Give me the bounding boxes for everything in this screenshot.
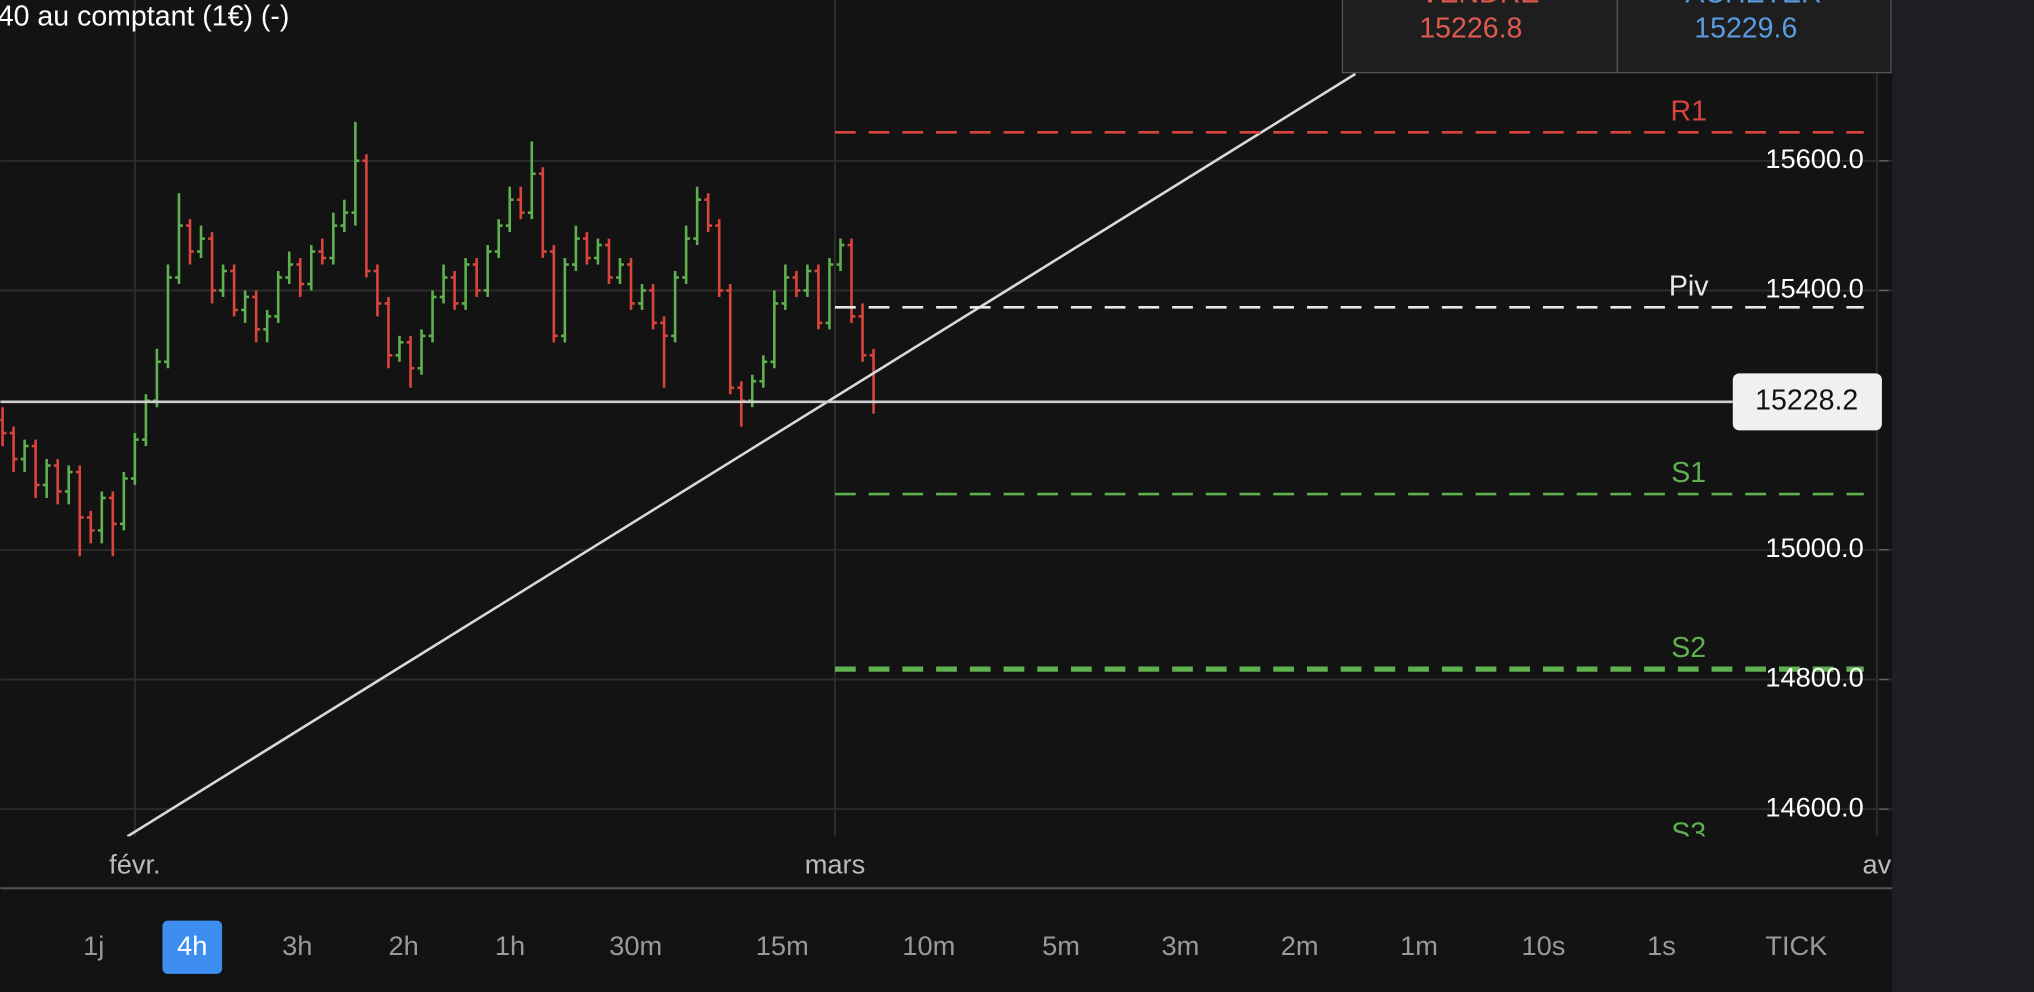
sell-price: 15226.8 bbox=[1419, 12, 1522, 44]
timeframe-button[interactable]: 3m bbox=[1161, 930, 1199, 961]
timeframe-button[interactable]: 2m bbox=[1281, 930, 1319, 961]
timeframe-button[interactable]: 1h bbox=[495, 930, 525, 961]
y-tick-label: 14800.0 bbox=[1765, 662, 1863, 693]
grid bbox=[0, 0, 1893, 837]
plot: R1 Piv S1 S2 S3 bbox=[0, 72, 1864, 850]
x-tick-label: av bbox=[1862, 848, 1891, 879]
timeframe-button[interactable]: 3h bbox=[282, 930, 312, 961]
timeframe-button[interactable]: 2h bbox=[389, 930, 419, 961]
timeframe-button[interactable]: 1j bbox=[83, 930, 104, 961]
buy-box[interactable] bbox=[1616, 0, 1892, 74]
timeframe-button[interactable]: 30m bbox=[609, 930, 662, 961]
side-panel bbox=[1892, 0, 2034, 992]
pivot-label: R1 bbox=[1670, 95, 1706, 127]
pivot-label: S3 bbox=[1671, 818, 1706, 850]
buy-label: ACHETER bbox=[1685, 0, 1821, 9]
pivot-label: S2 bbox=[1671, 632, 1706, 664]
x-tick-label: mars bbox=[805, 848, 866, 879]
timeframe-bar: 1j 4h 3h 2h 1h 30m 15m 10m 5m 3m 2m 1m 10s 1s TICK bbox=[83, 920, 1827, 974]
y-tick-label: 15400.0 bbox=[1765, 273, 1863, 304]
sell-label: VENDRE bbox=[1421, 0, 1540, 9]
trend-line bbox=[126, 72, 1357, 837]
pivot-label: S1 bbox=[1671, 457, 1706, 489]
timeframe-button[interactable]: 15m bbox=[756, 930, 809, 961]
x-tick-label: févr. bbox=[109, 848, 160, 879]
timeframe-button[interactable]: TICK bbox=[1765, 930, 1827, 961]
y-tick-label: 14600.0 bbox=[1765, 791, 1863, 822]
overlay: 15600.0 15400.0 15000.0 14800.0 14600.0 févr.… bbox=[0, 143, 1892, 879]
timeframe-button[interactable]: 10m bbox=[902, 930, 955, 961]
last-price-label: 15228.2 bbox=[1755, 384, 1858, 416]
timeframe-button[interactable]: 1m bbox=[1400, 930, 1438, 961]
timeframe-button[interactable]: 5m bbox=[1042, 930, 1080, 961]
title: 40 au comptant (1€) (-) bbox=[0, 1, 289, 33]
y-tick-label: 15600.0 bbox=[1765, 143, 1863, 174]
timeframe-button[interactable]: 4h bbox=[177, 930, 207, 961]
timeframe-button[interactable]: 10s bbox=[1522, 930, 1566, 961]
pivot-label: Piv bbox=[1669, 270, 1709, 302]
buy-price: 15229.6 bbox=[1694, 12, 1797, 44]
last-price-box bbox=[1732, 373, 1882, 431]
sell-box[interactable] bbox=[1341, 0, 1619, 74]
timeframe-button[interactable]: 1s bbox=[1647, 930, 1676, 961]
timeframe-selected[interactable] bbox=[162, 920, 223, 974]
y-tick-label: 15000.0 bbox=[1765, 532, 1863, 563]
